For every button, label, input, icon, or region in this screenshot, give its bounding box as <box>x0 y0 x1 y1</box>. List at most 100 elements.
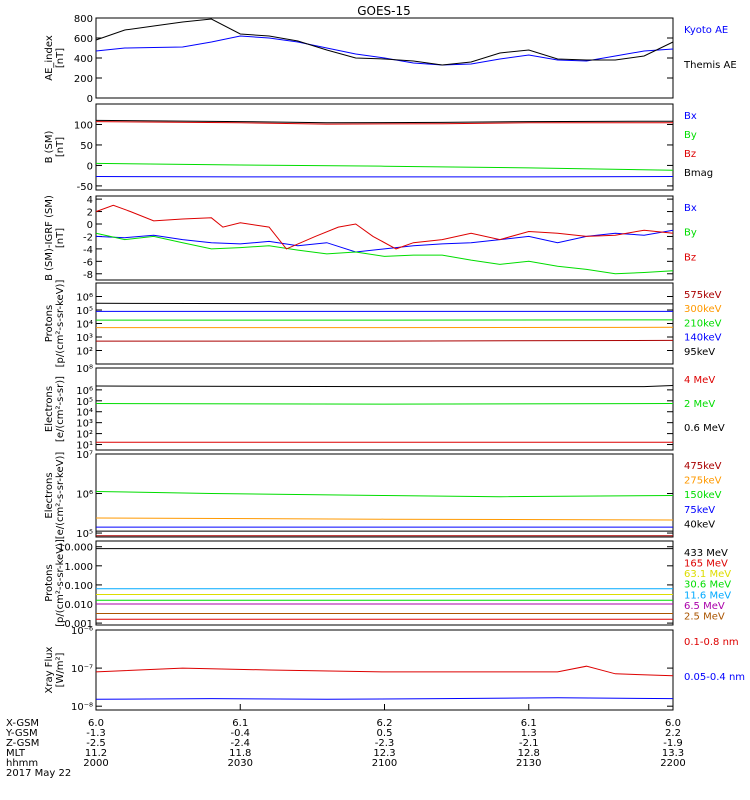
legend-entry: Bx <box>684 203 697 214</box>
x-tick-value: 1.3 <box>521 728 537 739</box>
x-tick-value: -1.9 <box>663 738 683 749</box>
series-line-By <box>95 232 674 275</box>
legend-entry: Bmag <box>684 168 713 179</box>
y-tick-label: 50 <box>80 141 93 152</box>
y-axis-label: Protons <box>44 305 55 342</box>
y-tick-label: 0 <box>87 161 93 172</box>
legend-entry: 30.6 MeV <box>684 580 731 591</box>
panel-frame <box>95 282 674 365</box>
legend-entry: 63.1 MeV <box>684 569 731 580</box>
x-tick-value: 2.2 <box>665 728 681 739</box>
legend-entry: Kyoto AE <box>684 25 728 36</box>
series-line-0.6-MeV <box>95 385 674 388</box>
legend-entry: By <box>684 130 697 141</box>
y-tick-label: 4 <box>87 195 93 206</box>
y-tick-label: 1.000 <box>64 562 93 573</box>
y-tick-label: 0 <box>87 220 93 231</box>
x-tick-value: -2.3 <box>375 738 395 749</box>
legend-entry: 0.1-0.8 nm <box>684 637 739 648</box>
y-axis-label: Electrons <box>44 472 55 518</box>
y-axis-label: AE_index <box>44 35 55 81</box>
x-tick-value: 2000 <box>83 758 108 769</box>
y-tick-label: 10³ <box>76 419 93 430</box>
series-line-0.1-0.8-nm <box>95 665 674 677</box>
series-line-95keV <box>95 302 673 305</box>
series-line-575keV <box>96 339 674 342</box>
y-tick-label: 10⁻⁸ <box>71 702 93 713</box>
x-tick-value: 11.8 <box>229 748 251 759</box>
panel-frame <box>95 367 674 451</box>
y-tick-label: 10² <box>76 430 93 441</box>
x-row-label: MLT <box>6 748 26 759</box>
x-tick-value: 2130 <box>516 758 541 769</box>
y-tick-label: 10⁴ <box>76 408 93 419</box>
legend-entry: 165 MeV <box>684 559 728 570</box>
y-tick-label: -4 <box>83 245 93 256</box>
y-tick-label: 10⁻⁶ <box>71 626 93 637</box>
x-row-label: hhmm <box>6 758 38 769</box>
series-line-Kyoto-AE <box>95 35 674 66</box>
legend-entry: 433 MeV <box>684 548 728 559</box>
y-tick-label: 10.000 <box>58 543 93 554</box>
series-line-2-MeV <box>95 403 674 405</box>
legend-entry: 95keV <box>684 347 715 358</box>
legend-entry: 6.5 MeV <box>684 601 725 612</box>
y-axis-label: [p/(cm²-s-sr-keV)] <box>55 539 66 627</box>
y-tick-label: 10⁻⁷ <box>71 664 93 675</box>
panel-protons: 10² 10³ 10⁴ 10⁵ 10⁶ Protons [p/(cm²-s-sr-keV)]… <box>44 280 722 368</box>
legend-entry: 0.6 MeV <box>684 423 725 434</box>
x-tick-value: -1.3 <box>86 728 106 739</box>
y-tick-label: 800 <box>74 14 93 25</box>
x-tick-value: -2.5 <box>86 738 106 749</box>
y-tick-label: -8 <box>83 270 93 281</box>
y-axis-label: [e/(cm²-s-sr)] <box>55 376 66 442</box>
y-tick-label: 10⁴ <box>76 320 93 331</box>
y-tick-label: 10³ <box>76 333 93 344</box>
series-line-275keV <box>95 517 674 521</box>
y-axis-label: [W/m²] <box>55 652 66 687</box>
y-axis-label: Electrons <box>44 386 55 432</box>
x-tick-value: 2100 <box>372 758 397 769</box>
x-row-label: Z-GSM <box>6 738 39 749</box>
legend-entry: 140keV <box>684 333 722 344</box>
x-tick-value: 12.8 <box>518 748 540 759</box>
y-tick-label: 10⁵ <box>76 397 93 408</box>
x-tick-value: 2030 <box>228 758 253 769</box>
x-tick-value: 0.5 <box>377 728 393 739</box>
y-tick-label: 10⁵ <box>76 529 93 540</box>
y-axis-label: [e/(cm²-s-sr-keV)] <box>55 452 66 540</box>
y-tick-label: 100 <box>74 120 93 131</box>
y-tick-label: 0.001 <box>64 619 93 630</box>
series-line-Bz <box>95 204 674 250</box>
x-tick-value: 6.0 <box>665 718 681 729</box>
y-axis-label: [nT] <box>55 228 66 248</box>
y-tick-label: 200 <box>74 74 93 85</box>
x-tick-value: -2.1 <box>519 738 539 749</box>
legend-entry: 40keV <box>684 519 715 530</box>
x-row-label: Y-GSM <box>5 728 38 739</box>
series-line-By <box>95 162 674 171</box>
y-axis-label: B (SM)-IGRF (SM) <box>44 195 55 281</box>
x-axis: X-GSM 6.0 6.1 6.2 6.1 6.0 Y-GSM -1.3 -0.4 0.5 1.3 2… <box>5 704 686 779</box>
legend-entry: Bz <box>684 149 696 160</box>
y-axis-label: [p/(cm²-s-sr-keV)] <box>55 280 66 368</box>
date-label: 2017 May 22 <box>6 768 71 779</box>
y-tick-label: 10⁵ <box>76 306 93 317</box>
legend-entry: By <box>684 228 697 239</box>
panel-frame <box>95 195 674 281</box>
series-line-Themis-AE <box>95 18 674 66</box>
panel-ae: 0 200 400 600 800 AE_index [nT] Kyoto AE Themis … <box>44 14 737 105</box>
y-tick-label: 10⁸ <box>76 364 93 375</box>
series-line-Bz <box>95 121 673 125</box>
x-row-label: X-GSM <box>6 718 39 729</box>
x-tick-value: 13.3 <box>662 748 684 759</box>
panel-bigrf: 4 20-2 -4-6 -8 B (SM)-IGRF (SM) [nT] Bx By Bz <box>44 195 697 281</box>
panel-electrons-kev: 10⁵ 10⁶ 10⁷ Electrons [e/(cm²-s-sr-keV)] 475k… <box>44 450 722 540</box>
series-line-0.05-0.4-nm <box>95 697 674 700</box>
x-tick-value: -0.4 <box>230 728 250 739</box>
y-tick-label: 10⁶ <box>76 386 93 397</box>
y-tick-label: 10⁶ <box>76 490 93 501</box>
legend-entry: 210keV <box>684 318 722 329</box>
